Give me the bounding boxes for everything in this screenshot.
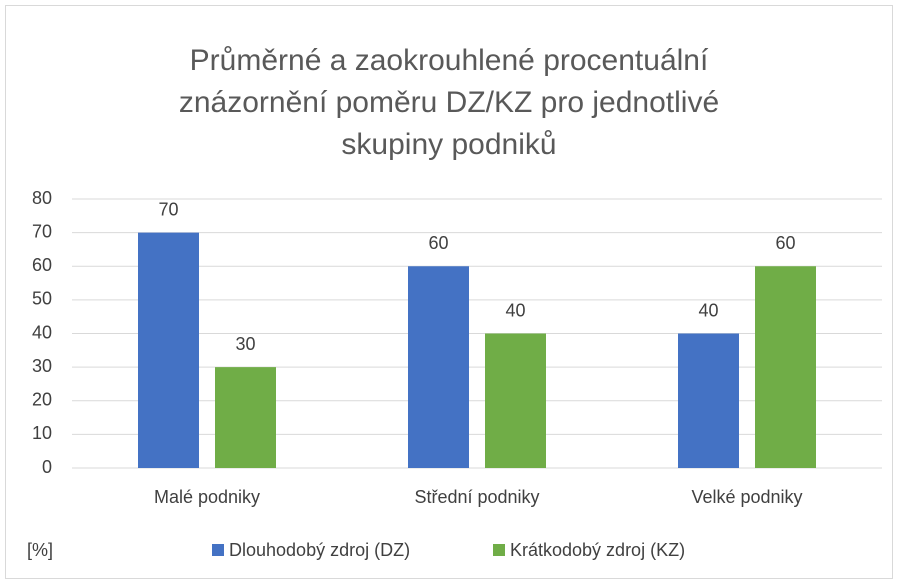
bar [215, 367, 276, 468]
y-tick-label: 0 [42, 457, 52, 477]
legend-swatch [493, 544, 505, 556]
data-label: 30 [235, 334, 255, 354]
legend-swatch [212, 544, 224, 556]
bar [138, 232, 199, 468]
bar [408, 266, 469, 468]
y-tick-label: 30 [32, 356, 52, 376]
x-tick-label: Velké podniky [691, 487, 802, 507]
legend-label: Krátkodobý zdroj (KZ) [510, 540, 685, 560]
x-tick-label: Střední podniky [414, 487, 539, 507]
y-axis-label: [%] [27, 540, 53, 560]
legend-label: Dlouhodobý zdroj (DZ) [229, 540, 410, 560]
data-label: 70 [158, 199, 178, 219]
bar [485, 333, 546, 468]
data-label: 60 [775, 233, 795, 253]
y-tick-label: 20 [32, 390, 52, 410]
bar [678, 333, 739, 468]
x-tick-label: Malé podniky [154, 487, 260, 507]
y-tick-label: 60 [32, 255, 52, 275]
y-tick-label: 40 [32, 322, 52, 342]
data-label: 40 [698, 300, 718, 320]
y-tick-label: 80 [32, 188, 52, 208]
chart-title: Průměrné a zaokrouhlené procentuální zná… [178, 44, 720, 161]
y-tick-label: 70 [32, 221, 52, 241]
data-label: 60 [428, 233, 448, 253]
bar [755, 266, 816, 468]
data-label: 40 [505, 300, 525, 320]
y-tick-label: 10 [32, 423, 52, 443]
y-tick-label: 50 [32, 289, 52, 309]
